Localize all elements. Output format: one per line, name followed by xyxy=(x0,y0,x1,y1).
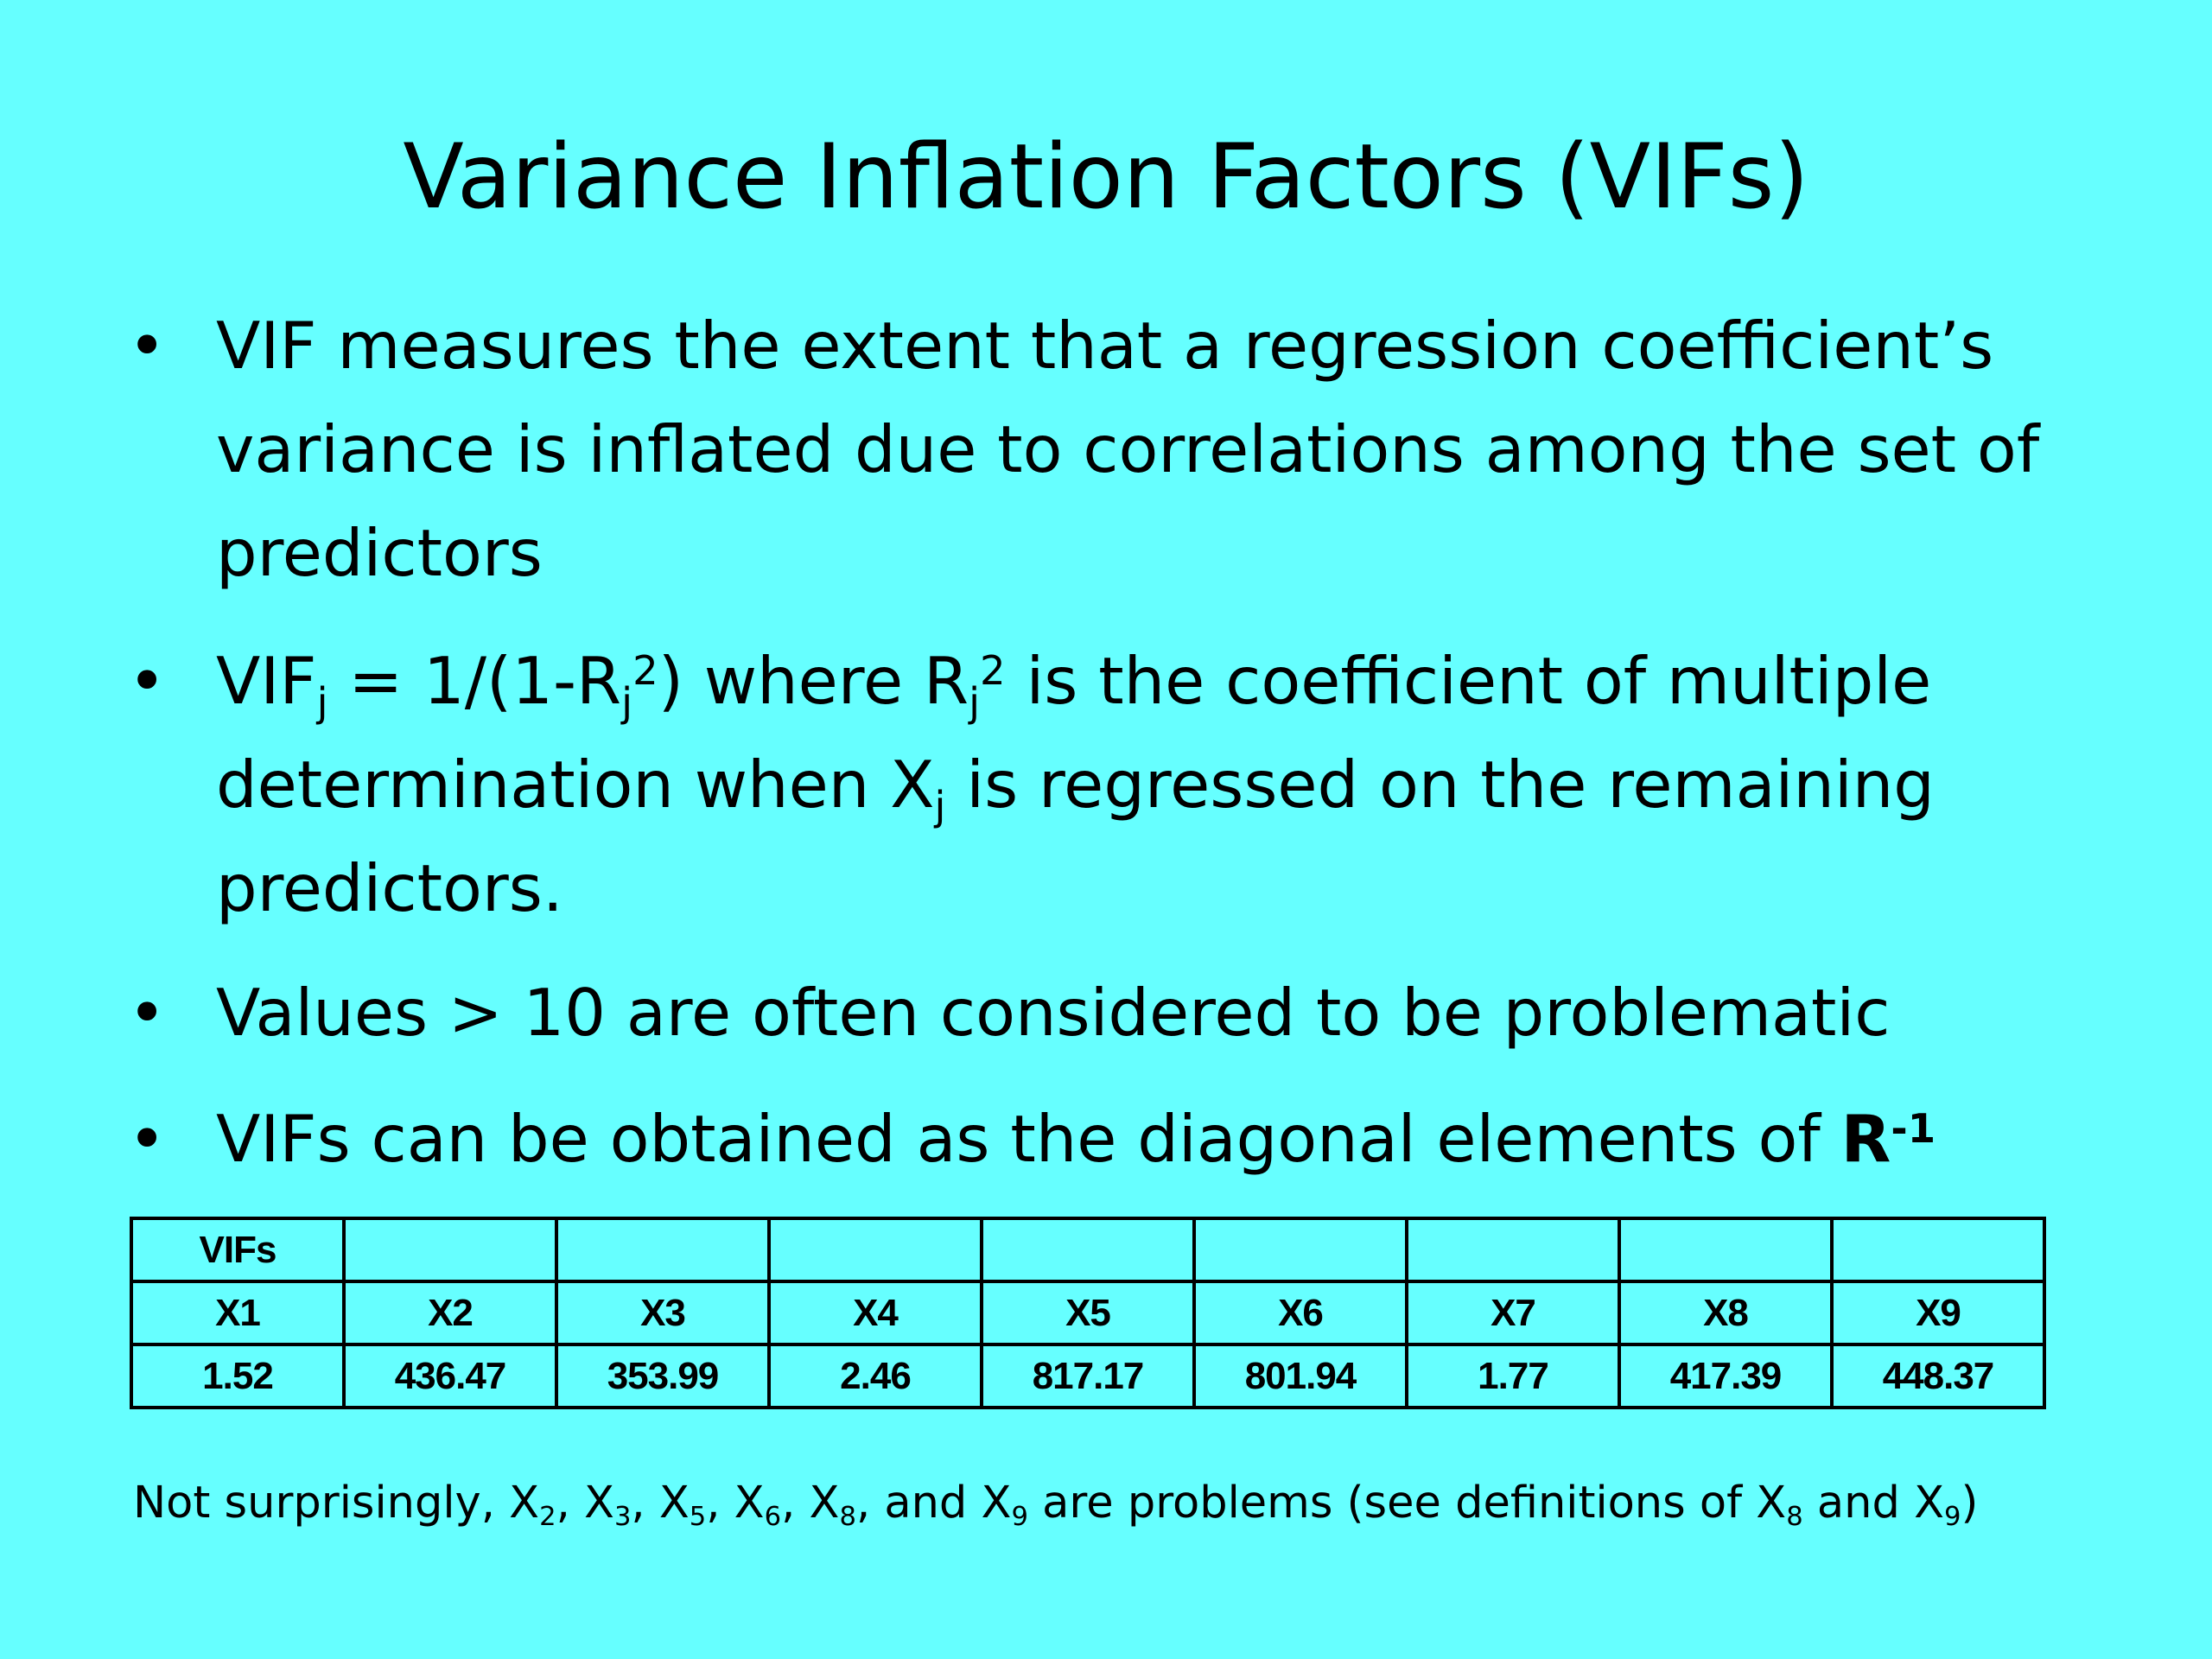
bullet-icon: • xyxy=(128,1101,167,1177)
table-cell-variable: X4 xyxy=(767,1280,983,1346)
table-cell-variable: X2 xyxy=(342,1280,558,1346)
bullet-icon: • xyxy=(128,975,167,1051)
bullet-item-vif-formula: • VIFj = 1/(1-Rj2) where Rj2 is the coef… xyxy=(128,629,2115,940)
table-empty-cell xyxy=(1830,1217,2046,1283)
formula-text: VIFj = 1/(1-Rj2) where Rj2 is the coeffi… xyxy=(216,643,1935,926)
table-empty-cell xyxy=(1405,1217,1621,1283)
table-cell-value: 353.99 xyxy=(555,1343,771,1409)
bullet-item-threshold: • Values > 10 are often considered to be… xyxy=(128,961,2115,1065)
table-empty-cell xyxy=(980,1217,1196,1283)
bullet-text: Values > 10 are often considered to be p… xyxy=(216,975,1891,1051)
table-empty-cell xyxy=(1618,1217,1834,1283)
footnote: Not surprisingly, X2, X3, X5, X6, X8, an… xyxy=(133,1478,1979,1533)
table-empty-cell xyxy=(342,1217,558,1283)
matrix-symbol: R-1 xyxy=(1840,1101,1936,1177)
bullet-item-vif-definition: • VIF measures the extent that a regress… xyxy=(128,294,2115,605)
table-cell-value: 417.39 xyxy=(1618,1343,1834,1409)
table-row-variables: X1 X2 X3 X4 X5 X6 X7 X8 X9 xyxy=(130,1280,2046,1346)
bullet-item-inverse-matrix: • VIFs can be obtained as the diagonal e… xyxy=(128,1087,2115,1191)
bullet-text: VIFs can be obtained as the diagonal ele… xyxy=(216,1101,1936,1177)
table-cell-value: 801.94 xyxy=(1192,1343,1408,1409)
table-cell-variable: X8 xyxy=(1618,1280,1834,1346)
bullet-list: • VIF measures the extent that a regress… xyxy=(128,294,2115,1191)
slide-title: Variance Inflation Factors (VIFs) xyxy=(403,125,1809,229)
bullet-icon: • xyxy=(128,308,167,384)
table-row-values: 1.52 436.47 353.99 2.46 817.17 801.94 1.… xyxy=(130,1343,2046,1409)
bullet-icon: • xyxy=(128,643,167,719)
table-cell-variable: X5 xyxy=(980,1280,1196,1346)
table-cell-value: 1.52 xyxy=(130,1343,346,1409)
table-cell-value: 2.46 xyxy=(767,1343,983,1409)
table-header-cell: VIFs xyxy=(130,1217,346,1283)
table-cell-value: 817.17 xyxy=(980,1343,1196,1409)
table-empty-cell xyxy=(555,1217,771,1283)
table-empty-cell xyxy=(767,1217,983,1283)
table-cell-variable: X1 xyxy=(130,1280,346,1346)
table-cell-variable: X9 xyxy=(1830,1280,2046,1346)
bullet-text: VIF measures the extent that a regressio… xyxy=(216,308,2040,591)
table-empty-cell xyxy=(1192,1217,1408,1283)
table-cell-value: 1.77 xyxy=(1405,1343,1621,1409)
table-cell-variable: X7 xyxy=(1405,1280,1621,1346)
table-cell-variable: X3 xyxy=(555,1280,771,1346)
vif-table: VIFs X1 X2 X3 X4 X5 X6 X7 X8 X9 1.52 436… xyxy=(130,1217,2046,1409)
table-cell-variable: X6 xyxy=(1192,1280,1408,1346)
table-cell-value: 436.47 xyxy=(342,1343,558,1409)
table-cell-value: 448.37 xyxy=(1830,1343,2046,1409)
table-header-row: VIFs xyxy=(130,1217,2046,1283)
